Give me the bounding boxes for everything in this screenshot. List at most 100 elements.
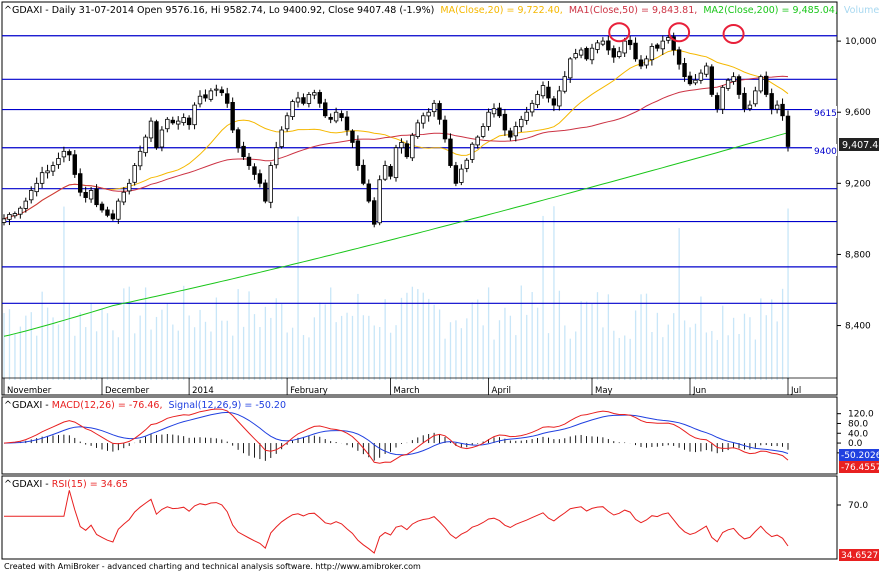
candle-body — [214, 88, 219, 91]
candle-body — [774, 104, 780, 110]
candle-body — [453, 165, 459, 184]
candle-body — [459, 168, 464, 183]
candle-body — [535, 94, 540, 106]
candle-body — [655, 44, 660, 49]
candles — [1, 32, 791, 228]
volume-bar — [493, 339, 495, 380]
candle-body — [589, 47, 595, 61]
volume-bar — [722, 305, 724, 380]
volume-bar — [25, 315, 27, 380]
volume-bar — [596, 292, 599, 380]
volume-bar — [226, 320, 228, 380]
volume-bar — [613, 330, 615, 380]
candle-body — [301, 97, 306, 104]
candle-body — [203, 94, 208, 99]
volume-bar — [781, 288, 784, 380]
volume-bar — [580, 301, 582, 380]
candle-body — [219, 89, 224, 94]
candle-body — [252, 166, 257, 175]
volume-bar — [711, 330, 713, 380]
svg-text:34.6527: 34.6527 — [841, 551, 878, 561]
ma200-line — [3, 132, 789, 337]
volume-bar — [487, 287, 490, 380]
candle-body — [94, 188, 99, 206]
candle-body — [404, 143, 410, 158]
volume-bar — [477, 299, 479, 380]
candle-body — [551, 98, 557, 106]
candle-body — [611, 48, 616, 58]
volume-bar — [264, 306, 267, 380]
candle-body — [426, 111, 431, 117]
volume-bar — [526, 314, 528, 380]
volume-bar — [694, 323, 697, 380]
footer-credit: Created with AmiBroker - advanced charti… — [4, 562, 421, 571]
candle-body — [45, 170, 50, 174]
volume-bar — [112, 330, 114, 380]
volume-bar — [406, 292, 408, 380]
volume-bar — [52, 317, 54, 380]
macd-last-label: -76.4557 — [839, 461, 880, 473]
candle-body — [78, 173, 83, 193]
volume-bar — [455, 320, 457, 380]
candle-body — [132, 165, 137, 183]
volume-bar — [368, 315, 370, 380]
volume-bar — [754, 339, 757, 380]
candle-body — [274, 147, 279, 166]
candle-body — [627, 39, 633, 46]
candle-body — [513, 126, 518, 137]
volume-bar — [199, 309, 201, 380]
volume-bar — [3, 313, 5, 380]
candle-body — [725, 79, 731, 89]
volume-bar — [8, 309, 11, 380]
volume-bar — [602, 327, 604, 380]
volume-bar — [144, 287, 147, 380]
candle-body — [88, 190, 94, 200]
volume-bar — [482, 325, 484, 380]
price-header: ^GDAXI - Daily 31-07-2014 Open 9576.16, … — [4, 5, 880, 16]
price-tick-label: 10,000 — [845, 37, 877, 47]
rsi-line — [4, 490, 789, 554]
candle-body — [687, 75, 693, 85]
volume-bar — [384, 299, 386, 380]
volume-bar — [291, 327, 294, 380]
candle-body — [649, 46, 655, 61]
candle-body — [105, 209, 110, 216]
volume-bar — [449, 322, 452, 380]
volume-bar — [242, 326, 245, 380]
candle-body — [578, 49, 584, 56]
volume-bar — [683, 320, 686, 380]
candle-body — [442, 119, 448, 140]
volume-bar — [395, 325, 397, 380]
price-tick-label: 8,400 — [845, 322, 871, 332]
volume-bar — [569, 338, 571, 380]
candle-body — [197, 95, 203, 105]
rsi-last-label: 34.6527 — [839, 549, 879, 561]
date-label: February — [290, 386, 328, 396]
candle-body — [159, 129, 165, 148]
volume-bar — [95, 331, 98, 380]
volume-bar — [542, 215, 544, 380]
candle-body — [747, 104, 753, 110]
candle-body — [148, 120, 154, 139]
candle-body — [617, 51, 622, 57]
candle-body — [355, 140, 361, 166]
candle-body — [29, 190, 34, 201]
candle-body — [333, 111, 339, 122]
volume-bar — [651, 331, 653, 380]
volume-bar — [640, 294, 642, 380]
volume-bar — [14, 333, 16, 380]
volume-bar — [221, 320, 223, 380]
candle-body — [666, 37, 671, 41]
candle-body — [350, 130, 355, 143]
svg-text:9,407.48: 9,407.48 — [842, 140, 880, 151]
volume-bar — [498, 320, 501, 380]
candle-body — [606, 40, 611, 51]
candle-body — [769, 93, 774, 110]
volume-bar — [575, 331, 577, 380]
volume-bar — [161, 309, 163, 380]
candle-body — [638, 59, 644, 67]
rsi-panel: 70.0 ^GDAXI - RSI(15) = 34.65 34.6527 — [1, 475, 879, 561]
candle-body — [176, 120, 181, 125]
candle-body — [127, 182, 132, 192]
volume-bar — [177, 330, 179, 380]
